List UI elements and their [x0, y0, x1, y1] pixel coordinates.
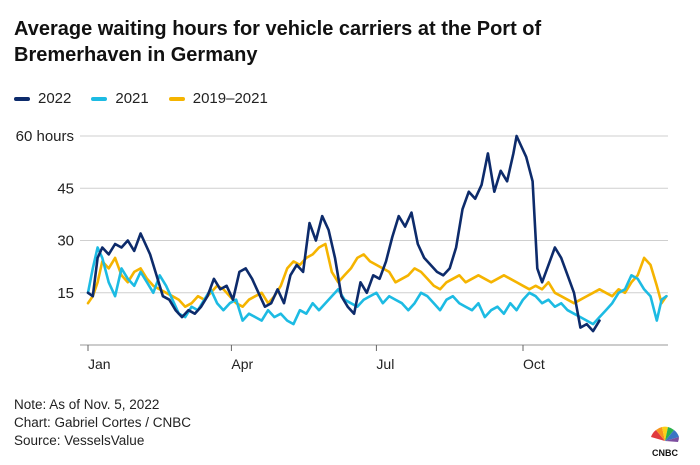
line-chart: 15 30 45 60 hours Jan Apr Jul Oct	[16, 128, 668, 372]
footer-credit: Chart: Gabriel Cortes / CNBC	[14, 415, 192, 430]
legend-label-2022: 2022	[38, 90, 72, 107]
footer-note: Note: As of Nov. 5, 2022	[14, 397, 160, 412]
legend-swatch-2022	[14, 96, 30, 101]
x-tick-label-jan: Jan	[88, 356, 111, 372]
legend-item-2022: 2022	[14, 90, 71, 107]
series-line-2021	[86, 246, 668, 326]
y-tick-label-30: 30	[57, 233, 74, 250]
legend-label-2019-2021: 2019–2021	[192, 90, 268, 107]
footer-source: Source: VesselsValue	[14, 433, 145, 448]
y-tick-label-60: 60 hours	[16, 128, 74, 145]
footer: Note: As of Nov. 5, 2022 Chart: Gabriel …	[14, 396, 191, 450]
legend-swatch-2021	[91, 96, 108, 101]
x-tick-label-oct: Oct	[523, 356, 545, 372]
y-tick-label-45: 45	[57, 180, 74, 197]
legend-label-2021: 2021	[115, 90, 149, 107]
legend-swatch-2019-2021	[168, 96, 185, 101]
legend-item-2021: 2021	[91, 90, 149, 107]
legend: 2022 2021 2019–2021	[14, 90, 288, 107]
series-line-2019-2021	[86, 242, 668, 308]
logo-text: CNBC	[652, 448, 678, 458]
x-tick-label-jul: Jul	[376, 356, 394, 372]
y-tick-label-15: 15	[57, 285, 74, 302]
x-tick-label-apr: Apr	[231, 356, 253, 372]
cnbc-logo: CNBC	[651, 426, 679, 458]
series-line-2022	[86, 134, 601, 333]
legend-item-2019-2021: 2019–2021	[168, 90, 268, 107]
chart-title: Average waiting hours for vehicle carrie…	[14, 18, 542, 66]
